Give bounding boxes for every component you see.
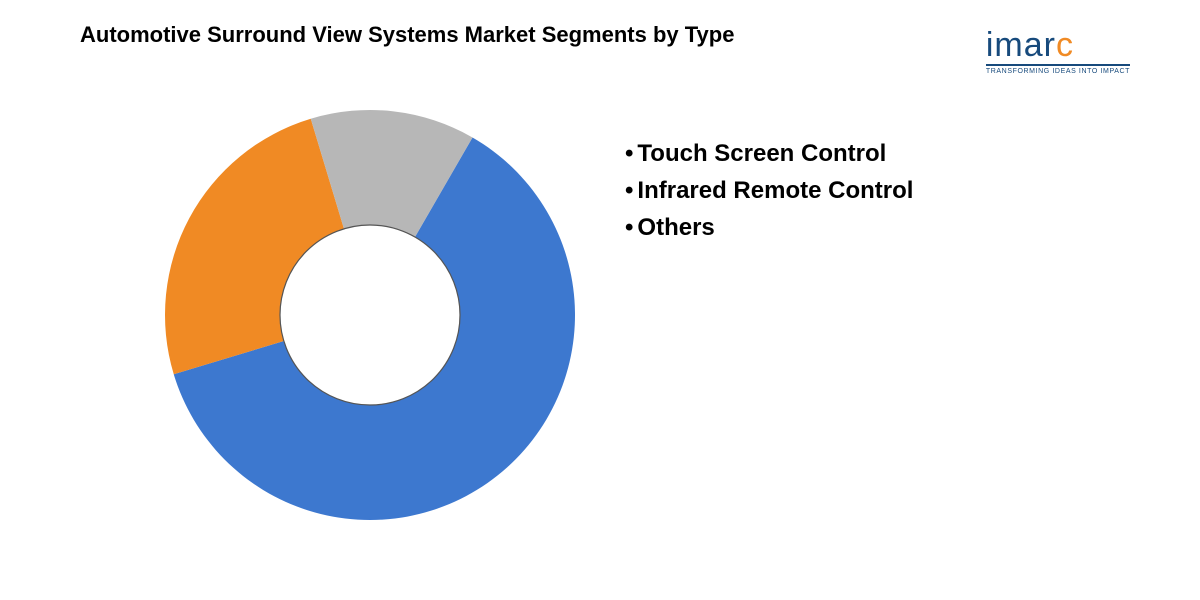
brand-logo: imarc TRANSFORMING IDEAS INTO IMPACT (986, 28, 1130, 75)
brand-logo-prefix: imar (986, 26, 1056, 64)
legend-item: Touch Screen Control (625, 135, 913, 172)
chart-title: Automotive Surround View Systems Market … (80, 22, 734, 48)
donut-chart (150, 95, 590, 535)
legend-item: Others (625, 209, 913, 246)
brand-logo-tagline: TRANSFORMING IDEAS INTO IMPACT (986, 64, 1130, 75)
brand-logo-text: imarc (986, 28, 1130, 62)
legend-item: Infrared Remote Control (625, 172, 913, 209)
donut-svg (150, 95, 590, 535)
donut-hole (280, 225, 460, 405)
chart-legend: Touch Screen Control Infrared Remote Con… (625, 135, 913, 247)
brand-logo-accent: c (1056, 26, 1074, 64)
